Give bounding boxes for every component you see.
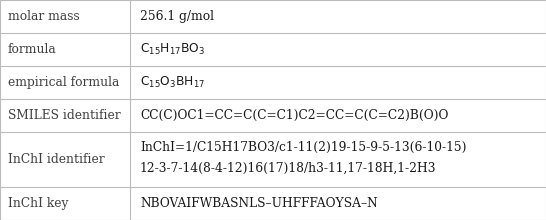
- Text: formula: formula: [8, 43, 57, 56]
- Text: InChI identifier: InChI identifier: [8, 153, 105, 166]
- Text: empirical formula: empirical formula: [8, 76, 120, 89]
- Text: $\mathrm{C_{15}H_{17}BO_{3}}$: $\mathrm{C_{15}H_{17}BO_{3}}$: [140, 42, 205, 57]
- Text: CC(C)OC1=CC=C(C=C1)C2=CC=C(C=C2)B(O)O: CC(C)OC1=CC=C(C=C1)C2=CC=C(C=C2)B(O)O: [140, 109, 448, 122]
- Text: 256.1 g/mol: 256.1 g/mol: [140, 10, 214, 23]
- Text: $\mathrm{C_{15}O_{3}BH_{17}}$: $\mathrm{C_{15}O_{3}BH_{17}}$: [140, 75, 205, 90]
- Text: NBOVAIFWBASNLS–UHFFFAOYSA–N: NBOVAIFWBASNLS–UHFFFAOYSA–N: [140, 197, 378, 210]
- Text: molar mass: molar mass: [8, 10, 80, 23]
- Text: 12-3-7-14(8-4-12)16(17)18/h3-11,17-18H,1-2H3: 12-3-7-14(8-4-12)16(17)18/h3-11,17-18H,1…: [140, 162, 436, 175]
- Text: InChI=1/C15H17BO3/c1-11(2)19-15-9-5-13(6-10-15): InChI=1/C15H17BO3/c1-11(2)19-15-9-5-13(6…: [140, 141, 466, 154]
- Text: InChI key: InChI key: [8, 197, 68, 210]
- Text: SMILES identifier: SMILES identifier: [8, 109, 121, 122]
